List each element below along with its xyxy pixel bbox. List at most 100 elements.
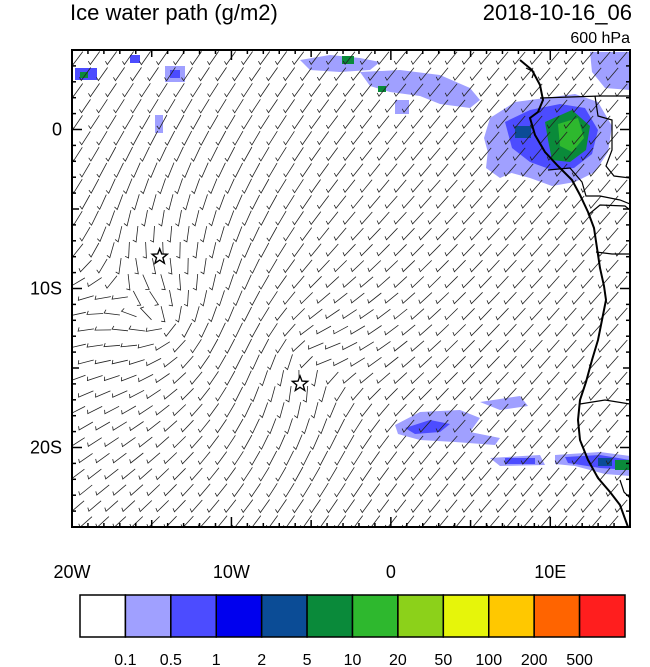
wind-barb: [224, 146, 236, 162]
wind-barb: [435, 195, 449, 209]
wind-barb: [258, 178, 270, 194]
wind-barb: [300, 482, 312, 498]
wind-barb: [427, 276, 441, 289]
wind-barb: [461, 211, 475, 225]
wind-barb: [478, 371, 492, 385]
wind-barb: [316, 358, 332, 366]
wind-barb: [495, 435, 509, 449]
wind-barb: [172, 372, 187, 385]
wind-barb: [529, 435, 543, 449]
wind-barb: [241, 146, 253, 162]
wind-barb: [139, 114, 151, 130]
wind-barb: [163, 356, 178, 368]
wind-barb: [410, 83, 424, 97]
wind-barb: [520, 355, 534, 369]
wind-barb: [461, 340, 475, 353]
wind-barb: [563, 371, 577, 385]
wind-barb: [317, 163, 330, 178]
wind-barb: [277, 370, 284, 387]
wind-barb: [308, 83, 322, 98]
wind-barb: [410, 435, 424, 449]
wind-barb: [401, 131, 415, 145]
wind-barb: [87, 277, 102, 288]
wind-barb: [503, 163, 517, 177]
wind-barb: [317, 450, 329, 466]
wind-barb: [418, 356, 433, 369]
wind-barb: [393, 499, 407, 514]
wind-barb: [249, 99, 261, 114]
wind-barb: [410, 244, 424, 257]
wind-barb: [342, 276, 357, 289]
wind-barb: [401, 227, 415, 241]
wind-barb: [529, 339, 543, 353]
wind-barb: [275, 434, 286, 451]
wind-barb: [605, 227, 619, 241]
wind-barb: [241, 467, 253, 482]
wind-barb: [605, 419, 619, 433]
wind-barb: [180, 483, 194, 497]
wind-barb: [580, 467, 594, 481]
wind-barb: [232, 322, 243, 338]
wind-barb: [520, 131, 534, 145]
wind-barb: [605, 323, 619, 337]
wind-barb: [597, 115, 611, 129]
wind-barb: [486, 99, 500, 113]
wind-barb: [325, 147, 339, 162]
wind-barb: [333, 99, 347, 114]
wind-barb: [146, 358, 162, 367]
wind-barb: [104, 468, 119, 480]
wind-barb: [78, 390, 94, 398]
wind-barb: [554, 163, 568, 177]
wind-barb: [198, 67, 210, 82]
wind-barb: [249, 322, 261, 338]
wind-barb: [469, 163, 483, 177]
wind-barb: [359, 244, 373, 257]
wind-barb: [520, 163, 534, 177]
wind-barb: [444, 403, 458, 417]
wind-barb: [191, 178, 201, 195]
wind-barb: [249, 194, 260, 210]
wind-barb: [520, 259, 534, 273]
wind-barb: [546, 339, 560, 353]
wind-barb: [410, 276, 425, 289]
wind-barb: [86, 310, 104, 315]
wind-barb: [156, 114, 168, 130]
wind-barb: [142, 241, 147, 259]
wind-barb: [216, 290, 225, 307]
wind-barb: [444, 435, 458, 449]
wind-barb: [206, 467, 220, 481]
wind-barb: [597, 403, 611, 417]
wind-barb: [292, 211, 304, 226]
wind-barb: [478, 51, 492, 65]
wind-barb: [503, 387, 517, 401]
wind-barb: [495, 147, 509, 161]
star-icon: [290, 373, 310, 393]
wind-barb: [495, 339, 509, 353]
x-tick-label: 0: [386, 562, 396, 582]
wind-barb: [215, 67, 227, 82]
wind-barb: [130, 130, 142, 146]
wind-barb: [316, 67, 330, 82]
wind-barb: [106, 242, 115, 259]
wind-barb: [427, 340, 442, 353]
wind-barb: [359, 211, 373, 225]
wind-barb: [283, 482, 295, 498]
wind-barb: [111, 295, 128, 300]
wind-barb: [180, 388, 194, 401]
wind-barb: [444, 147, 458, 161]
wind-barb: [302, 385, 309, 403]
wind-barb: [512, 147, 526, 161]
wind-barb: [444, 276, 458, 289]
wind-barb: [452, 195, 466, 209]
wind-barb: [78, 259, 92, 273]
wind-barb: [554, 419, 568, 433]
wind-barb: [176, 273, 182, 291]
colorbar-label: 200: [521, 652, 548, 667]
wind-barb: [88, 115, 100, 130]
wind-barb: [427, 147, 441, 161]
wind-barb: [410, 499, 424, 514]
wind-barb: [529, 147, 543, 161]
wind-barb: [130, 98, 142, 114]
wind-barb: [232, 67, 244, 82]
wind-barb: [327, 402, 337, 419]
